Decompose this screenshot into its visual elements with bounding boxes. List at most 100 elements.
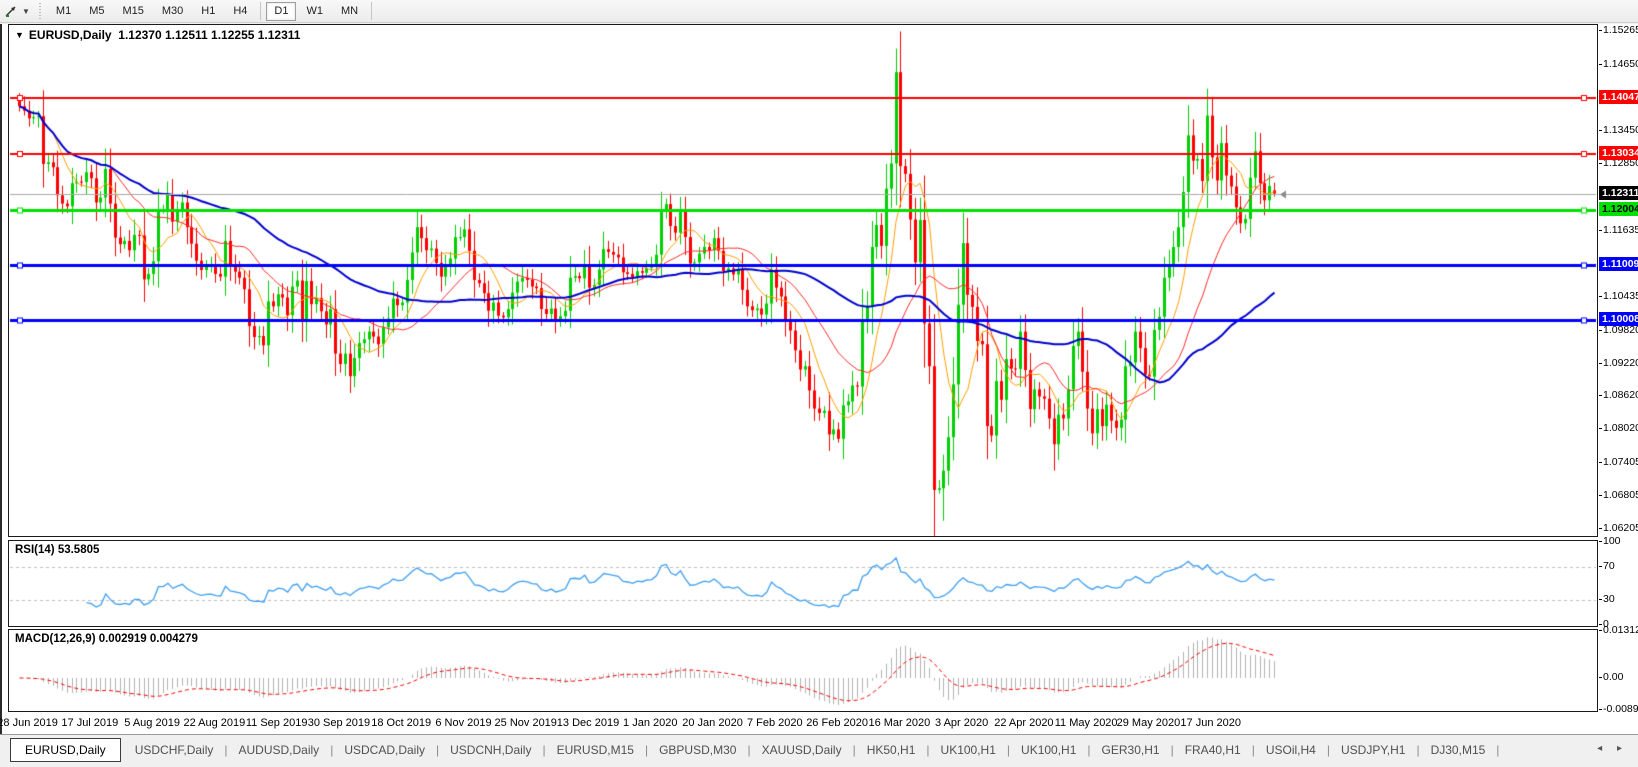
tab-usdjpy-h1[interactable]: USDJPY,H1 (1340, 743, 1406, 757)
price-tick-label: 1.06205 (1603, 522, 1638, 534)
tab-usdchf-daily[interactable]: USDCHF,Daily (134, 743, 214, 757)
axis-tick-mark (1599, 163, 1602, 164)
date-axis[interactable]: 28 Jun 2019 17 Jul 2019 5 Aug 2019 22 Aug 2… (0, 714, 1598, 734)
date-tick-label: 7 Feb 2020 (746, 717, 803, 729)
macd-canvas[interactable] (9, 630, 1597, 711)
price-badge-114047: 1.14047 (1599, 90, 1638, 104)
price-axis[interactable]: 1.152651.146501.134501.128501.122551.116… (1599, 24, 1638, 734)
axis-tick-mark (1599, 64, 1602, 65)
chart-tool-button[interactable]: ▼ (0, 0, 34, 22)
date-tick-label: 30 Sep 2019 (307, 717, 371, 729)
price-badge-113034: 1.13034 (1599, 146, 1638, 160)
axis-tick-mark (1599, 395, 1602, 396)
axis-tick-mark (1599, 624, 1602, 625)
axis-tick-mark (1599, 541, 1602, 542)
price-badge-111009: 1.11009 (1599, 257, 1638, 271)
tab-usdcad-daily[interactable]: USDCAD,Daily (344, 743, 425, 757)
tab-gbpusd-m30[interactable]: GBPUSD,M30 (659, 743, 737, 757)
date-tick-label: 25 Nov 2019 (494, 717, 557, 729)
macd-tick-label: -0.008933 (1603, 703, 1638, 715)
tab-scroll-arrows[interactable]: ◂ ▸ (1597, 743, 1628, 754)
price-tick-label: 1.12850 (1603, 157, 1638, 169)
collapse-triangle-icon[interactable]: ▼ (15, 30, 24, 40)
tab-audusd-daily[interactable]: AUDUSD,Daily (238, 743, 320, 757)
timeframe-button-w1[interactable]: W1 (306, 4, 323, 17)
axis-tick-mark (1599, 330, 1602, 331)
axis-tick-mark (1599, 677, 1602, 678)
horizontal-line-112004[interactable] (9, 208, 1597, 213)
axis-tick-mark (1599, 462, 1602, 463)
timeframe-button-h4[interactable]: H4 (233, 4, 248, 17)
date-tick-label: 11 Sep 2019 (245, 717, 308, 729)
horizontal-line-111009[interactable] (9, 263, 1597, 268)
axis-tick-mark (1599, 528, 1602, 529)
tab-dj30-m15[interactable]: DJ30,M15 (1430, 743, 1486, 757)
macd-legend: MACD(12,26,9) 0.002919 0.004279 (15, 633, 198, 645)
axis-tick-mark (1599, 566, 1602, 567)
tab-ger30-h1[interactable]: GER30,H1 (1101, 743, 1160, 757)
macd-tick-label: 0.013121 (1603, 624, 1638, 636)
price-tick-label: 1.15265 (1603, 24, 1638, 36)
tab-separator: | (1006, 743, 1011, 757)
rsi-tick-label: 30 (1603, 593, 1615, 605)
date-tick-label: 29 May 2020 (1116, 717, 1181, 729)
rsi-canvas[interactable] (9, 541, 1597, 626)
axis-tick-mark (1599, 428, 1602, 429)
timeframe-button-m5[interactable]: M5 (89, 4, 105, 17)
horizontal-line-114047[interactable] (9, 96, 1597, 101)
tab-uk100-h1[interactable]: UK100,H1 (940, 743, 996, 757)
axis-tick-mark (1599, 30, 1602, 31)
rsi-tick-label: 0 (1603, 618, 1609, 630)
axis-tick-mark (1599, 363, 1602, 364)
timeframe-button-h1[interactable]: H1 (201, 4, 216, 17)
tab-usoil-h4[interactable]: USOil,H4 (1265, 743, 1316, 757)
toolbar-grip[interactable] (36, 3, 44, 19)
tab-fra40-h1[interactable]: FRA40,H1 (1184, 743, 1241, 757)
date-tick-label: 5 Aug 2019 (124, 717, 180, 729)
date-tick-label: 6 Nov 2019 (435, 717, 492, 729)
price-chart-canvas[interactable] (9, 25, 1597, 536)
tab-uk100-h1-2[interactable]: UK100,H1 (1021, 743, 1077, 757)
timeframe-button-mn[interactable]: MN (340, 4, 359, 17)
date-tick-label: 11 May 2020 (1054, 717, 1118, 729)
tab-separator: | (926, 743, 930, 757)
price-badge-112311: 1.12311 (1599, 186, 1638, 200)
tab-hk50-h1[interactable]: HK50,H1 (866, 743, 916, 757)
axis-tick-mark (1599, 630, 1602, 631)
timeframe-button-m30[interactable]: M30 (161, 4, 184, 17)
rsi-legend: RSI(14) 53.5805 (15, 544, 100, 556)
chevron-down-icon[interactable]: ▼ (22, 6, 30, 16)
macd-tick-label: 0.00 (1603, 671, 1624, 683)
price-badge-110008: 1.10008 (1599, 312, 1638, 326)
price-tick-label: 1.09220 (1603, 357, 1638, 369)
date-tick-label: 13 Dec 2019 (556, 717, 620, 729)
tab-separator: | (1170, 743, 1174, 757)
horizontal-line-110008[interactable] (9, 318, 1597, 323)
rsi-tick-label: 70 (1603, 560, 1615, 572)
tab-usdcnh-daily[interactable]: USDCNH,Daily (450, 743, 532, 757)
date-tick-label: 22 Apr 2020 (994, 717, 1054, 729)
tab-separator: | (330, 743, 334, 757)
date-tick-label: 17 Jul 2019 (61, 717, 119, 729)
tab-eurusd-daily[interactable]: EURUSD,Daily (10, 738, 121, 762)
tab-eurusd-m15[interactable]: EURUSD,M15 (556, 743, 634, 757)
horizontal-line-113034[interactable] (9, 152, 1597, 157)
chart-window: ▼ EURUSD,Daily 1.12370 1.12511 1.12255 1.… (0, 24, 1638, 734)
axis-tick-mark (1599, 130, 1602, 131)
timeframe-button-m1[interactable]: M1 (55, 4, 72, 17)
date-tick-label: 22 Aug 2019 (183, 717, 246, 729)
tab-xauusd-daily[interactable]: XAUUSD,Daily (761, 743, 842, 757)
date-tick-label: 20 Jan 2020 (682, 717, 743, 729)
timeframe-button-m15[interactable]: M15 (122, 4, 144, 17)
chart-title: ▼ EURUSD,Daily 1.12370 1.12511 1.12255 1.… (15, 28, 300, 42)
tab-separator: | (1087, 743, 1091, 757)
price-tick-label: 1.08020 (1603, 422, 1638, 434)
tab-separator: | (1251, 743, 1255, 757)
tab-separator: | (224, 743, 228, 757)
date-tick-label: 18 Oct 2019 (371, 717, 432, 729)
top-toolbar: ▼ M1 M5 M15 M30 H1 H4 D1 W1 MN (0, 0, 1638, 23)
timeframe-button-d1[interactable]: D1 (266, 1, 297, 21)
price-tick-label: 1.06805 (1603, 489, 1638, 501)
axis-tick-mark (1599, 709, 1602, 710)
tab-separator: | (747, 743, 751, 757)
